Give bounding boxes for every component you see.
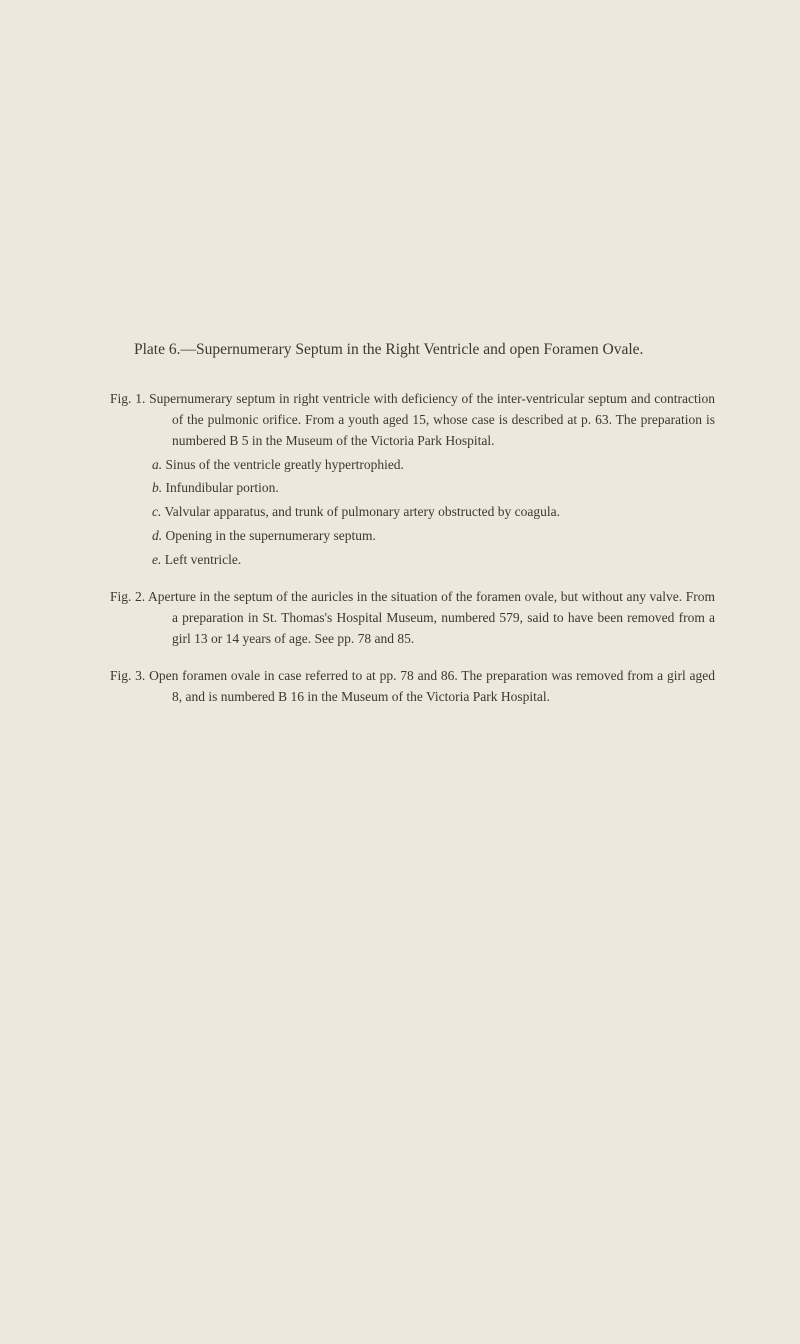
- figure-2-main: Fig. 2. Aperture in the septum of the au…: [110, 587, 715, 650]
- sub-text-c: Valvular apparatus, and trunk of pulmona…: [165, 504, 561, 519]
- figure-1-sub-d: d. Opening in the supernumerary septum.: [110, 526, 715, 547]
- sub-label-a: a.: [152, 457, 162, 472]
- figure-3-block: Fig. 3. Open foramen ovale in case refer…: [110, 666, 715, 708]
- sub-text-b: Infundibular portion.: [166, 480, 279, 495]
- figure-1-sub-a: a. Sinus of the ventricle greatly hypert…: [110, 455, 715, 476]
- page-content: Plate 6.—Supernumerary Septum in the Rig…: [110, 338, 715, 708]
- sub-text-e: Left ventricle.: [165, 552, 241, 567]
- figure-1-main: Fig. 1. Supernumerary septum in right ve…: [110, 389, 715, 452]
- figure-1-sub-b: b. Infundibular portion.: [110, 478, 715, 499]
- figure-1-block: Fig. 1. Supernumerary septum in right ve…: [110, 389, 715, 571]
- sub-label-d: d.: [152, 528, 162, 543]
- figure-2-block: Fig. 2. Aperture in the septum of the au…: [110, 587, 715, 650]
- sub-label-b: b.: [152, 480, 162, 495]
- plate-title: Plate 6.—Supernumerary Septum in the Rig…: [110, 338, 715, 363]
- sub-label-e: e.: [152, 552, 161, 567]
- figure-1-label: Fig. 1.: [110, 391, 145, 406]
- figure-3-label: Fig. 3.: [110, 668, 145, 683]
- sub-text-a: Sinus of the ventricle greatly hypertrop…: [166, 457, 404, 472]
- figure-2-text: Aperture in the septum of the auricles i…: [148, 589, 715, 646]
- figure-3-text: Open foramen ovale in case referred to a…: [149, 668, 715, 704]
- figure-2-label: Fig. 2.: [110, 589, 145, 604]
- figure-1-text: Supernumerary septum in right ventricle …: [149, 391, 715, 448]
- figure-1-sub-c: c. Valvular apparatus, and trunk of pulm…: [110, 502, 715, 523]
- sub-label-c: c.: [152, 504, 161, 519]
- figure-1-sub-e: e. Left ventricle.: [110, 550, 715, 571]
- figure-3-main: Fig. 3. Open foramen ovale in case refer…: [110, 666, 715, 708]
- sub-text-d: Opening in the supernumerary septum.: [166, 528, 376, 543]
